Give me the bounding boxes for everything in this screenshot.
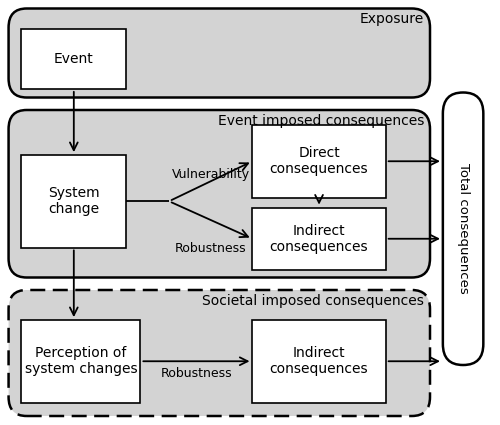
Text: Indirect
consequences: Indirect consequences (270, 224, 368, 254)
Text: Perception of
system changes: Perception of system changes (24, 346, 138, 377)
FancyBboxPatch shape (8, 8, 430, 97)
Bar (22, 155, 126, 247)
Bar (22, 29, 126, 89)
Bar (252, 125, 386, 198)
Text: Exposure: Exposure (360, 12, 424, 26)
Text: Societal imposed consequences: Societal imposed consequences (202, 294, 424, 308)
Bar (252, 207, 386, 270)
Text: Event imposed consequences: Event imposed consequences (218, 114, 424, 128)
Bar (22, 320, 141, 402)
FancyBboxPatch shape (8, 290, 430, 416)
Bar (252, 320, 386, 402)
Text: System
change: System change (48, 186, 100, 216)
Text: Robustness: Robustness (174, 243, 246, 255)
FancyBboxPatch shape (8, 110, 430, 278)
Text: Vulnerability: Vulnerability (172, 168, 250, 181)
Text: Robustness: Robustness (160, 367, 232, 380)
Text: Indirect
consequences: Indirect consequences (270, 346, 368, 377)
FancyBboxPatch shape (443, 93, 484, 365)
Text: Total consequences: Total consequences (456, 163, 469, 294)
Text: Direct
consequences: Direct consequences (270, 146, 368, 176)
Text: Event: Event (54, 52, 94, 66)
